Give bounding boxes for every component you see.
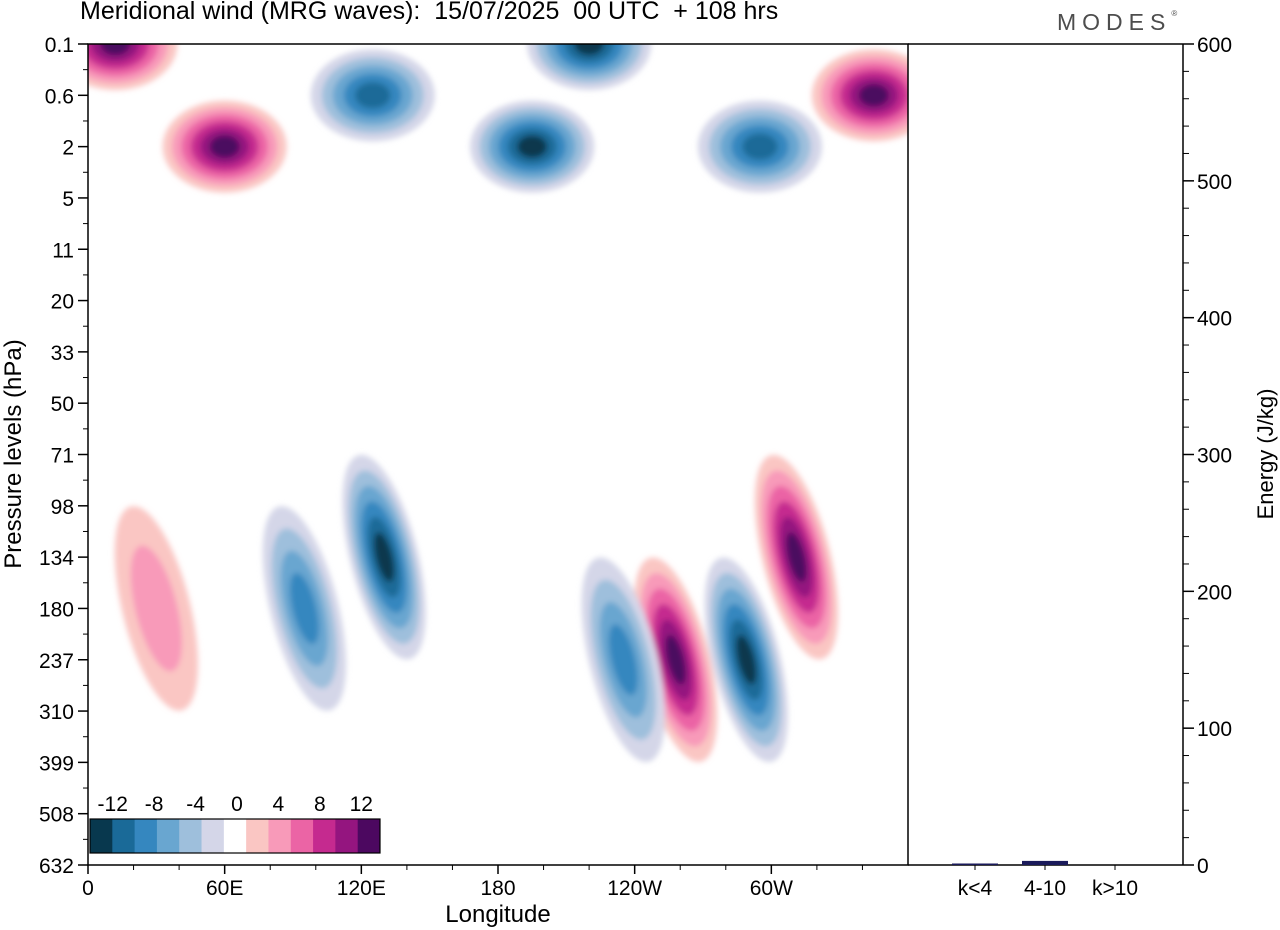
colorbar-swatch-9 bbox=[290, 819, 314, 853]
x-tick-label-120W: 120W bbox=[607, 877, 662, 900]
colorbar-swatch-0 bbox=[90, 819, 113, 853]
energy-y-tick-label-200: 200 bbox=[1197, 581, 1232, 604]
energy-category-label-1: 4-10 bbox=[1024, 877, 1066, 900]
x-tick-label-60E: 60E bbox=[206, 877, 243, 900]
energy-category-label-0: k<4 bbox=[958, 877, 993, 900]
colorbar-swatch-6 bbox=[223, 819, 247, 853]
energy-y-tick-label-100: 100 bbox=[1197, 718, 1232, 741]
contour-60-2-5 bbox=[209, 135, 240, 158]
contour-220-0.1-5 bbox=[574, 44, 605, 56]
x-tick-label-0: 0 bbox=[82, 877, 94, 900]
colorbar-label-0: 0 bbox=[231, 793, 243, 816]
y-tick-label-71: 71 bbox=[51, 445, 74, 468]
contour-12-0.1-5 bbox=[100, 44, 131, 56]
energy-category-label-2: k>10 bbox=[1092, 877, 1138, 900]
y-tick-label-98: 98 bbox=[51, 496, 74, 519]
heatmap-contours bbox=[88, 44, 908, 762]
colorbar-frame bbox=[89, 818, 381, 854]
y-tick-label-399: 399 bbox=[39, 752, 74, 775]
colorbar-label-4: 4 bbox=[273, 793, 285, 816]
contour-258-237-5 bbox=[665, 634, 686, 685]
y-tick-label-134: 134 bbox=[39, 547, 74, 570]
contour-345-0.6-5 bbox=[858, 84, 889, 107]
y-tick-label-2: 2 bbox=[62, 137, 74, 160]
contour-311-134-5 bbox=[786, 532, 807, 582]
contour-95-180-3 bbox=[289, 572, 319, 644]
y-tick-label-0.1: 0.1 bbox=[45, 34, 74, 57]
y-tick-label-50: 50 bbox=[51, 393, 74, 416]
x-tick-label-60W: 60W bbox=[750, 877, 793, 900]
energy-bar-1 bbox=[1022, 860, 1068, 865]
colorbar-swatch-8 bbox=[268, 819, 292, 853]
colorbar-swatch-10 bbox=[313, 819, 336, 853]
modes-logo: MODES® bbox=[1057, 9, 1177, 36]
y-axis-label: Pressure levels (hPa) bbox=[0, 339, 27, 568]
colorbar-label-8: 8 bbox=[314, 793, 326, 816]
contour-30-180-1 bbox=[130, 545, 182, 672]
contour-235-237-3 bbox=[608, 624, 638, 696]
energy-y-tick-label-500: 500 bbox=[1197, 171, 1232, 194]
contour-130-134-5 bbox=[374, 532, 395, 582]
colorbar-swatch-2 bbox=[134, 819, 158, 853]
colorbar-swatch-3 bbox=[156, 819, 180, 853]
colorbar: -12 -8 -4 0 4 8 12 bbox=[89, 793, 381, 854]
colorbar-label--12: -12 bbox=[98, 793, 128, 816]
energy-panel bbox=[908, 43, 1184, 866]
colorbar-swatch-12 bbox=[357, 819, 381, 853]
colorbar-swatch-7 bbox=[246, 819, 269, 853]
y-tick-label-508: 508 bbox=[39, 804, 74, 827]
heatmap-axes: 0.1 0.6 2 5 11 20 33 50 71 98 134 180 237 310 399 508 63… bbox=[39, 34, 863, 900]
energy-axis-label: Energy (J/kg) bbox=[1253, 389, 1278, 520]
heatmap-field bbox=[88, 44, 908, 762]
brand-name: MODES bbox=[1057, 9, 1172, 35]
y-tick-label-20: 20 bbox=[51, 291, 74, 314]
x-axis-label: Longitude bbox=[445, 901, 550, 928]
contour-289-237-5 bbox=[736, 634, 757, 685]
colorbar-label--8: -8 bbox=[145, 793, 164, 816]
energy-y-tick-label-300: 300 bbox=[1197, 445, 1232, 468]
y-tick-label-33: 33 bbox=[51, 342, 74, 365]
y-tick-label-5: 5 bbox=[62, 188, 74, 211]
x-tick-label-180: 180 bbox=[480, 877, 515, 900]
colorbar-swatch-1 bbox=[112, 819, 136, 853]
energy-bar-0 bbox=[952, 863, 998, 865]
y-tick-label-632: 632 bbox=[39, 855, 74, 878]
y-tick-label-310: 310 bbox=[39, 701, 74, 724]
energy-y-tick-label-0: 0 bbox=[1197, 855, 1209, 878]
chart-title: Meridional wind (MRG waves): 15/07/2025 … bbox=[80, 0, 779, 25]
energy-y-tick-label-400: 400 bbox=[1197, 308, 1232, 331]
contour-125-0.6-4 bbox=[355, 82, 391, 109]
y-tick-label-0.6: 0.6 bbox=[45, 85, 74, 108]
contour-295-2-4 bbox=[742, 133, 778, 160]
contour-195-2-5 bbox=[517, 135, 548, 158]
x-tick-label-120E: 120E bbox=[337, 877, 386, 900]
y-tick-label-180: 180 bbox=[39, 598, 74, 621]
brand-mark: ® bbox=[1171, 9, 1178, 18]
colorbar-label-12: 12 bbox=[350, 793, 373, 816]
colorbar-swatch-4 bbox=[179, 819, 202, 853]
colorbar-swatch-11 bbox=[335, 819, 359, 853]
y-tick-label-11: 11 bbox=[52, 239, 74, 262]
colorbar-swatch-5 bbox=[201, 819, 225, 853]
y-tick-label-237: 237 bbox=[39, 650, 74, 673]
colorbar-label--4: -4 bbox=[186, 793, 205, 816]
energy-y-tick-label-600: 600 bbox=[1197, 34, 1232, 57]
